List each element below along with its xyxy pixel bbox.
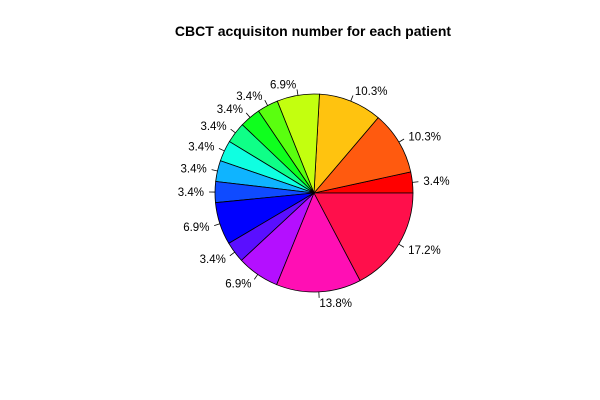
- pie-label-tick-11: [214, 223, 221, 226]
- pie-slice-14: [276, 192, 361, 293]
- chart-title: CBCT acquisiton number for each patient: [175, 23, 451, 39]
- pie-label-tick-9: [211, 169, 218, 172]
- pie-labels: 3.4%10.3%10.3%6.9%3.4%3.4%3.4%3.4%3.4%3.…: [178, 79, 450, 309]
- pie-slice-label-4: 6.9%: [270, 79, 296, 91]
- pie-label-tick-8: [218, 148, 225, 152]
- pie-slice-label-1: 3.4%: [423, 176, 449, 188]
- pie-label-tick-5: [264, 100, 268, 106]
- pie-slice-label-7: 3.4%: [200, 121, 226, 133]
- pie-label-tick-13: [253, 274, 259, 280]
- pie-slice-label-14: 13.8%: [319, 298, 352, 310]
- pie-slice-label-2: 10.3%: [408, 131, 441, 143]
- pie-slice-label-13: 6.9%: [225, 278, 251, 290]
- pie-slice-label-11: 6.9%: [183, 222, 209, 234]
- pie-slice-label-3: 10.3%: [355, 86, 388, 98]
- pie-slice-label-12: 3.4%: [200, 254, 226, 266]
- pie-slice-label-8: 3.4%: [188, 141, 214, 153]
- pie-slice-label-5: 3.4%: [236, 91, 262, 103]
- pie-slices: [214, 93, 414, 293]
- pie-slice-label-9: 3.4%: [181, 164, 207, 176]
- pie-slice-label-6: 3.4%: [217, 104, 243, 116]
- pie-label-tick-12: [229, 251, 235, 257]
- pie-label-tick-2: [398, 138, 405, 143]
- pie-label-tick-7: [230, 128, 236, 134]
- pie-slice-label-10: 3.4%: [178, 187, 204, 199]
- pie-label-tick-15: [398, 243, 405, 248]
- pie-label-tick-3: [350, 95, 354, 102]
- pie-label-tick-4: [296, 89, 299, 96]
- pie-label-tick-6: [245, 112, 251, 118]
- pie-slice-label-15: 17.2%: [408, 245, 441, 257]
- pie-slice-15: [313, 192, 414, 282]
- pie-label-tick-1: [412, 181, 419, 183]
